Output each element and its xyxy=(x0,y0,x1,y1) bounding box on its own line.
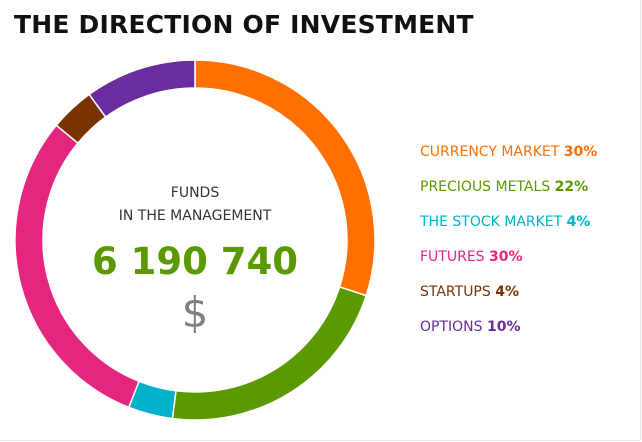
legend-label: CURRENCY MARKET xyxy=(420,144,564,160)
legend-percent: 4% xyxy=(566,214,591,230)
legend-item-options: OPTIONS 10% xyxy=(420,319,597,339)
legend-percent: 10% xyxy=(486,319,521,335)
legend-label: STARTUPS xyxy=(420,284,496,300)
legend-percent: 30% xyxy=(489,249,523,265)
center-label-line1: FUNDS xyxy=(170,185,220,201)
legend-percent: 30% xyxy=(563,144,598,160)
legend-item-startups: STARTUPS 4% xyxy=(420,284,597,304)
funds-total-value: 6 190 740 xyxy=(92,240,298,283)
legend-label: FUTURES xyxy=(420,249,490,265)
chart-title: THE DIRECTION OF INVESTMENT xyxy=(14,10,474,39)
legend-item-futures: FUTURES 30% xyxy=(420,249,597,269)
legend-label: OPTIONS xyxy=(420,319,487,335)
legend-label: THE STOCK MARKET xyxy=(420,214,567,230)
legend-percent: 22% xyxy=(554,179,589,195)
legend-percent: 4% xyxy=(495,284,519,300)
legend-item-precious-metals: PRECIOUS METALS 22% xyxy=(420,179,597,199)
donut-chart xyxy=(14,59,376,421)
legend-label: PRECIOUS METALS xyxy=(420,179,555,195)
legend-item-the-stock-market: THE STOCK MARKET 4% xyxy=(420,214,597,234)
legend-item-currency-market: CURRENCY MARKET 30% xyxy=(420,144,597,164)
slice-options xyxy=(88,59,196,119)
dollar-unit: $ xyxy=(181,288,209,337)
center-label-line2: IN THE MANAGEMENT xyxy=(118,208,272,224)
chart-legend: CURRENCY MARKET 30% PRECIOUS METALS 22% TH… xyxy=(420,144,597,354)
